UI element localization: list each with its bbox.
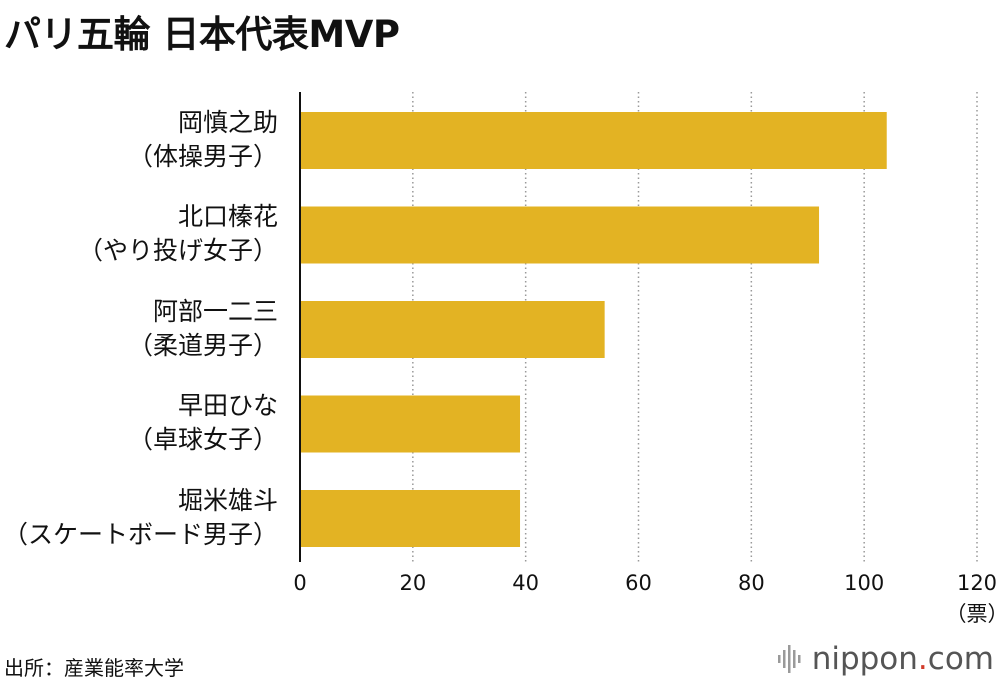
x-tick-label: 0 [293, 571, 306, 595]
x-axis-unit: （票） [946, 602, 1000, 626]
category-name: 北口榛花 [177, 202, 278, 231]
category-sport: （体操男子） [127, 141, 278, 171]
sound-wave-icon [777, 645, 801, 673]
category-sport: （卓球女子） [127, 425, 278, 454]
bar [300, 490, 521, 547]
brand-name: nippon [811, 641, 918, 677]
brand-dot: . [917, 641, 928, 677]
bar [300, 206, 820, 264]
category-sport: （柔道男子） [127, 330, 278, 360]
bar [300, 301, 605, 358]
x-tick-label: 100 [844, 571, 884, 595]
category-name: 岡慎之助 [177, 107, 278, 137]
bar [300, 395, 521, 453]
x-tick-label: 60 [625, 571, 652, 595]
x-tick-label: 80 [738, 571, 765, 595]
brand-suffix: com [927, 641, 994, 677]
category-name: 堀米雄斗 [177, 485, 278, 515]
x-tick-label: 20 [399, 571, 426, 595]
category-name: 阿部一二三 [152, 296, 278, 326]
bar [300, 112, 887, 169]
category-sport: （やり投げ女子） [77, 236, 278, 265]
category-sport: （スケートボード男子） [2, 519, 278, 549]
x-tick-label: 120 [957, 571, 997, 595]
x-tick-label: 40 [512, 571, 539, 595]
chart-title: パリ五輪 日本代表MVP [4, 13, 400, 56]
brand-text: nippon.com [812, 641, 994, 677]
source-note: 出所：産業能率大学 [4, 656, 184, 680]
category-name: 早田ひな [177, 391, 278, 420]
brand-logo: nippon.com [777, 641, 994, 677]
